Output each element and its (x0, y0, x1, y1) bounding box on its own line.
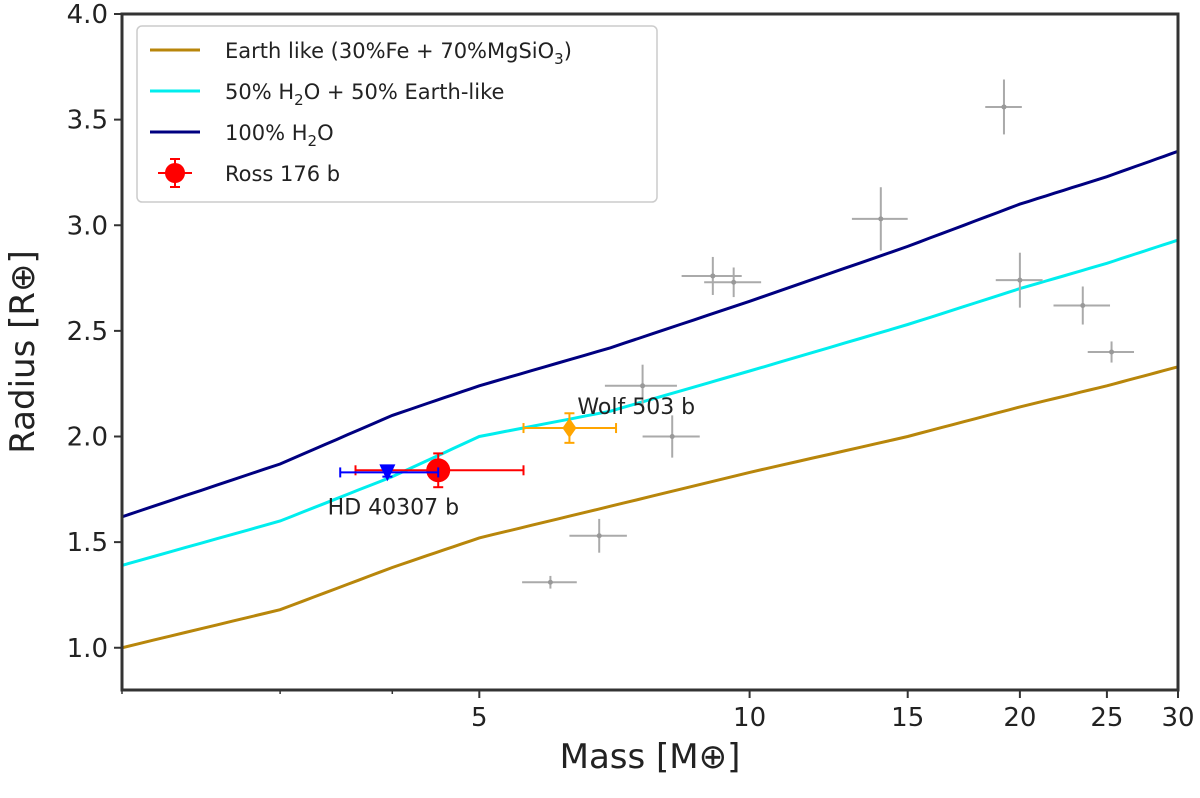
background-point (710, 273, 716, 279)
y-tick-label: 1.5 (67, 528, 108, 558)
background-planet-11 (1087, 341, 1135, 363)
x-axis-ticks: 5 10 15 20 25 30 (121, 690, 1195, 733)
background-planet-7 (851, 187, 908, 251)
background-point (878, 216, 884, 222)
x-tick-label: 5 (471, 703, 488, 733)
composition-curves (122, 149, 1178, 650)
background-planet-4 (642, 415, 700, 458)
legend-entry-4: Ross 176 b (158, 158, 340, 188)
background-point (1001, 104, 1007, 110)
highlighted-planet-hd-40307-b (339, 464, 440, 482)
legend-entry-1: Earth like (30%Fe + 70%MgSiO3) (150, 39, 572, 68)
highlighted-planet-wolf-503-b (522, 412, 618, 444)
y-tick-label: 2.0 (67, 423, 108, 453)
background-planet-5 (681, 256, 742, 295)
background-point (547, 579, 553, 585)
curve-line-1 (122, 365, 1178, 650)
x-tick-label: 25 (1090, 703, 1123, 733)
background-planet-1 (522, 575, 577, 589)
legend-box (136, 25, 658, 203)
y-tick-label: 1.0 (67, 634, 108, 664)
legend-entry-2: 50% H2O + 50% Earth-like (150, 80, 504, 109)
marker-triangle-down (379, 464, 396, 482)
background-point (640, 383, 646, 389)
annotation-hd-40307-b: HD 40307 b (328, 495, 459, 520)
legend-label: 100% H2O (225, 121, 334, 150)
legend-label: Earth like (30%Fe + 70%MgSiO3) (225, 39, 572, 68)
legend-marker-circle (165, 163, 185, 183)
background-planets (522, 79, 1135, 589)
x-tick-label: 15 (891, 703, 924, 733)
y-tick-label: 3.0 (67, 211, 108, 241)
marker-diamond (562, 418, 577, 439)
plot-frame (120, 12, 1180, 692)
background-point (731, 279, 737, 285)
background-planet-10 (1053, 286, 1111, 325)
legend-entry-3: 100% H2O (150, 121, 334, 150)
y-tick-label: 3.5 (67, 106, 108, 136)
background-planet-6 (704, 267, 762, 298)
x-tick-label: 20 (1003, 703, 1036, 733)
background-point (1109, 349, 1115, 355)
background-point (1080, 303, 1086, 309)
legend-label: 50% H2O + 50% Earth-like (225, 80, 504, 109)
x-tick-label: 10 (733, 703, 766, 733)
legend: Earth like (30%Fe + 70%MgSiO3) 50% H2O + … (136, 25, 658, 203)
y-tick-label: 4.0 (67, 0, 108, 30)
x-tick-label: 30 (1161, 703, 1194, 733)
background-planet-8 (985, 79, 1022, 135)
y-axis-ticks: 1.0 1.5 2.0 2.5 3.0 3.5 4.0 (67, 0, 122, 664)
highlighted-planets (339, 412, 618, 489)
background-planet-9 (995, 252, 1043, 308)
annotation-wolf-503-b: Wolf 503 b (577, 395, 695, 420)
background-point (1017, 277, 1023, 283)
x-axis-title: Mass [M⊕] (560, 737, 741, 777)
background-point (596, 533, 602, 539)
background-planet-2 (569, 518, 627, 553)
planet-annotations: Wolf 503 b HD 40307 b (328, 395, 695, 520)
curve-line-2 (122, 238, 1178, 567)
background-point (669, 434, 675, 439)
curve-line-3 (122, 149, 1178, 519)
legend-label: Ross 176 b (225, 162, 340, 186)
y-tick-label: 2.5 (67, 317, 108, 347)
y-axis-title: Radius [R⊕] (3, 250, 43, 453)
background-planet-3 (604, 364, 677, 407)
